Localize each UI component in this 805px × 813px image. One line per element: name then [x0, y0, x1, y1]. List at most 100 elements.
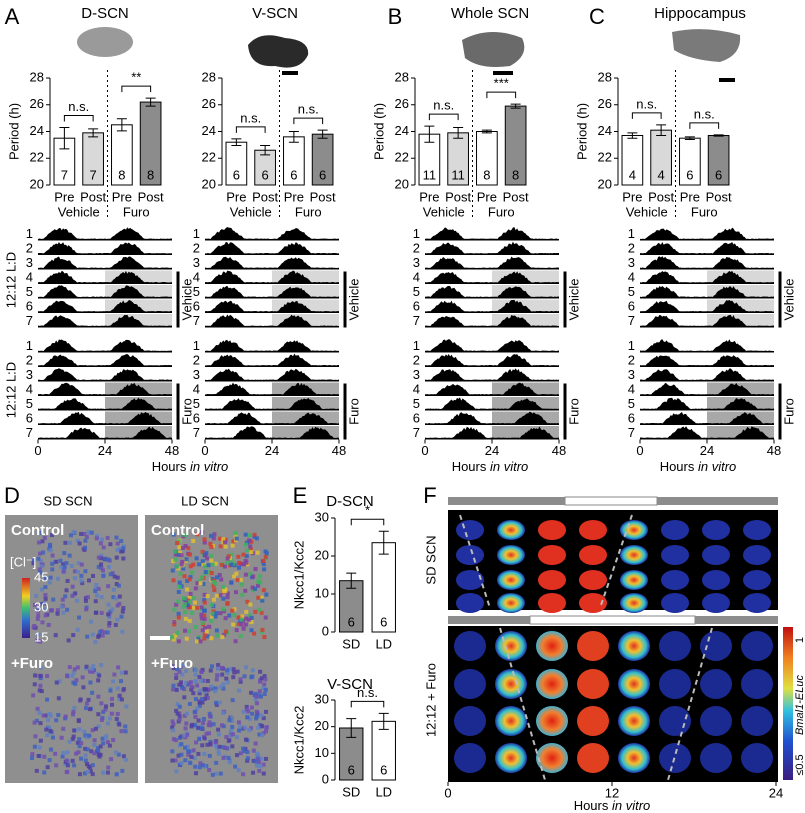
cell — [188, 760, 193, 765]
cell — [184, 636, 189, 641]
cell — [103, 556, 108, 561]
actogram-trace — [640, 270, 774, 284]
cell — [99, 610, 104, 615]
y-tick-label: 28 — [202, 69, 216, 84]
cell — [172, 622, 177, 627]
cell — [101, 545, 106, 550]
x-tick-label: 48 — [165, 443, 179, 458]
row-label: 3 — [26, 367, 33, 382]
significance-label: n.s. — [357, 685, 378, 700]
cell — [70, 584, 75, 589]
cell — [179, 742, 184, 747]
y-tick-label: 24 — [395, 123, 409, 138]
cell — [64, 588, 69, 593]
x-tick-label: Post — [138, 189, 164, 204]
cell — [99, 595, 104, 600]
x-axis-label-text: Hours — [452, 459, 487, 474]
cell — [70, 712, 75, 717]
bioluminescence-image — [577, 631, 609, 661]
cell — [76, 561, 81, 566]
cell — [242, 749, 247, 754]
cell — [226, 756, 231, 761]
cell — [193, 764, 198, 769]
cell — [202, 636, 207, 641]
cell — [212, 532, 217, 537]
cell — [67, 665, 72, 670]
cell — [200, 575, 205, 580]
x-tick-label: Pre — [284, 189, 304, 204]
cell — [200, 549, 205, 554]
x-axis-label-text: Hours — [574, 798, 609, 813]
group-label: Vehicle — [626, 204, 668, 219]
actogram-trace — [38, 368, 172, 382]
cell — [72, 705, 77, 710]
cell — [261, 562, 266, 567]
cell — [101, 741, 106, 746]
cell — [170, 568, 175, 573]
cell — [234, 536, 239, 541]
cell — [109, 711, 114, 716]
bioluminescence-image — [495, 669, 527, 699]
bioluminescence-image — [661, 520, 689, 540]
cell — [192, 600, 197, 605]
cell — [171, 728, 176, 733]
bioluminescence-image — [536, 706, 568, 736]
cell — [191, 691, 196, 696]
cell — [232, 607, 237, 612]
row-label: 1 — [413, 338, 420, 353]
cell — [68, 540, 73, 545]
panel-letter: F — [423, 483, 436, 508]
actogram-trace — [205, 412, 339, 425]
cell — [256, 595, 261, 600]
row-label: 3 — [193, 255, 200, 270]
bioluminescence-image — [577, 669, 609, 699]
error-bar — [481, 129, 492, 134]
cell — [251, 748, 256, 753]
cell — [204, 731, 209, 736]
cell — [38, 673, 43, 678]
cell — [61, 569, 66, 574]
n-label: 4 — [629, 167, 636, 182]
row-label: 3 — [26, 255, 33, 270]
cell — [42, 754, 47, 759]
row-label: SD SCN — [423, 535, 438, 584]
significance-bracket — [689, 122, 720, 129]
cell — [254, 716, 259, 721]
cell — [259, 756, 264, 761]
cell — [213, 686, 218, 691]
cell — [54, 559, 59, 564]
cell — [175, 667, 180, 672]
cell — [223, 745, 228, 750]
cell — [244, 554, 249, 559]
actogram-trace — [425, 339, 559, 353]
cell — [247, 538, 252, 543]
cell — [176, 719, 181, 724]
cell — [111, 738, 116, 743]
cell — [182, 532, 187, 537]
cell — [221, 588, 226, 593]
cell — [182, 628, 187, 633]
bioluminescence-image — [702, 520, 730, 540]
cell — [233, 764, 238, 769]
cell — [217, 572, 222, 577]
cell — [73, 591, 78, 596]
cell — [261, 771, 266, 776]
cell — [200, 696, 205, 701]
cell — [191, 595, 196, 600]
row-label: 4 — [193, 269, 200, 284]
x-axis-label-italic: in vitro — [190, 459, 228, 474]
cell — [185, 603, 190, 608]
cell — [225, 680, 230, 685]
cell — [84, 607, 89, 612]
row-label: 5 — [413, 284, 420, 299]
cell — [90, 669, 95, 674]
cell — [195, 683, 200, 688]
n-label: 11 — [451, 167, 465, 182]
row-label: 7 — [26, 425, 33, 440]
row-label: 2 — [193, 352, 200, 367]
cell — [83, 545, 88, 550]
significance-bracket — [63, 114, 94, 122]
group-label: Furo — [346, 398, 361, 425]
actogram-trace — [640, 314, 774, 328]
panel-letter: D — [4, 483, 20, 508]
